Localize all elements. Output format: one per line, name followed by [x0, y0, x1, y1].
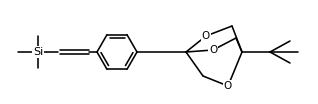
Text: O: O	[209, 45, 217, 55]
Text: Si: Si	[33, 47, 43, 57]
Text: O: O	[224, 81, 232, 91]
Text: O: O	[202, 31, 210, 41]
